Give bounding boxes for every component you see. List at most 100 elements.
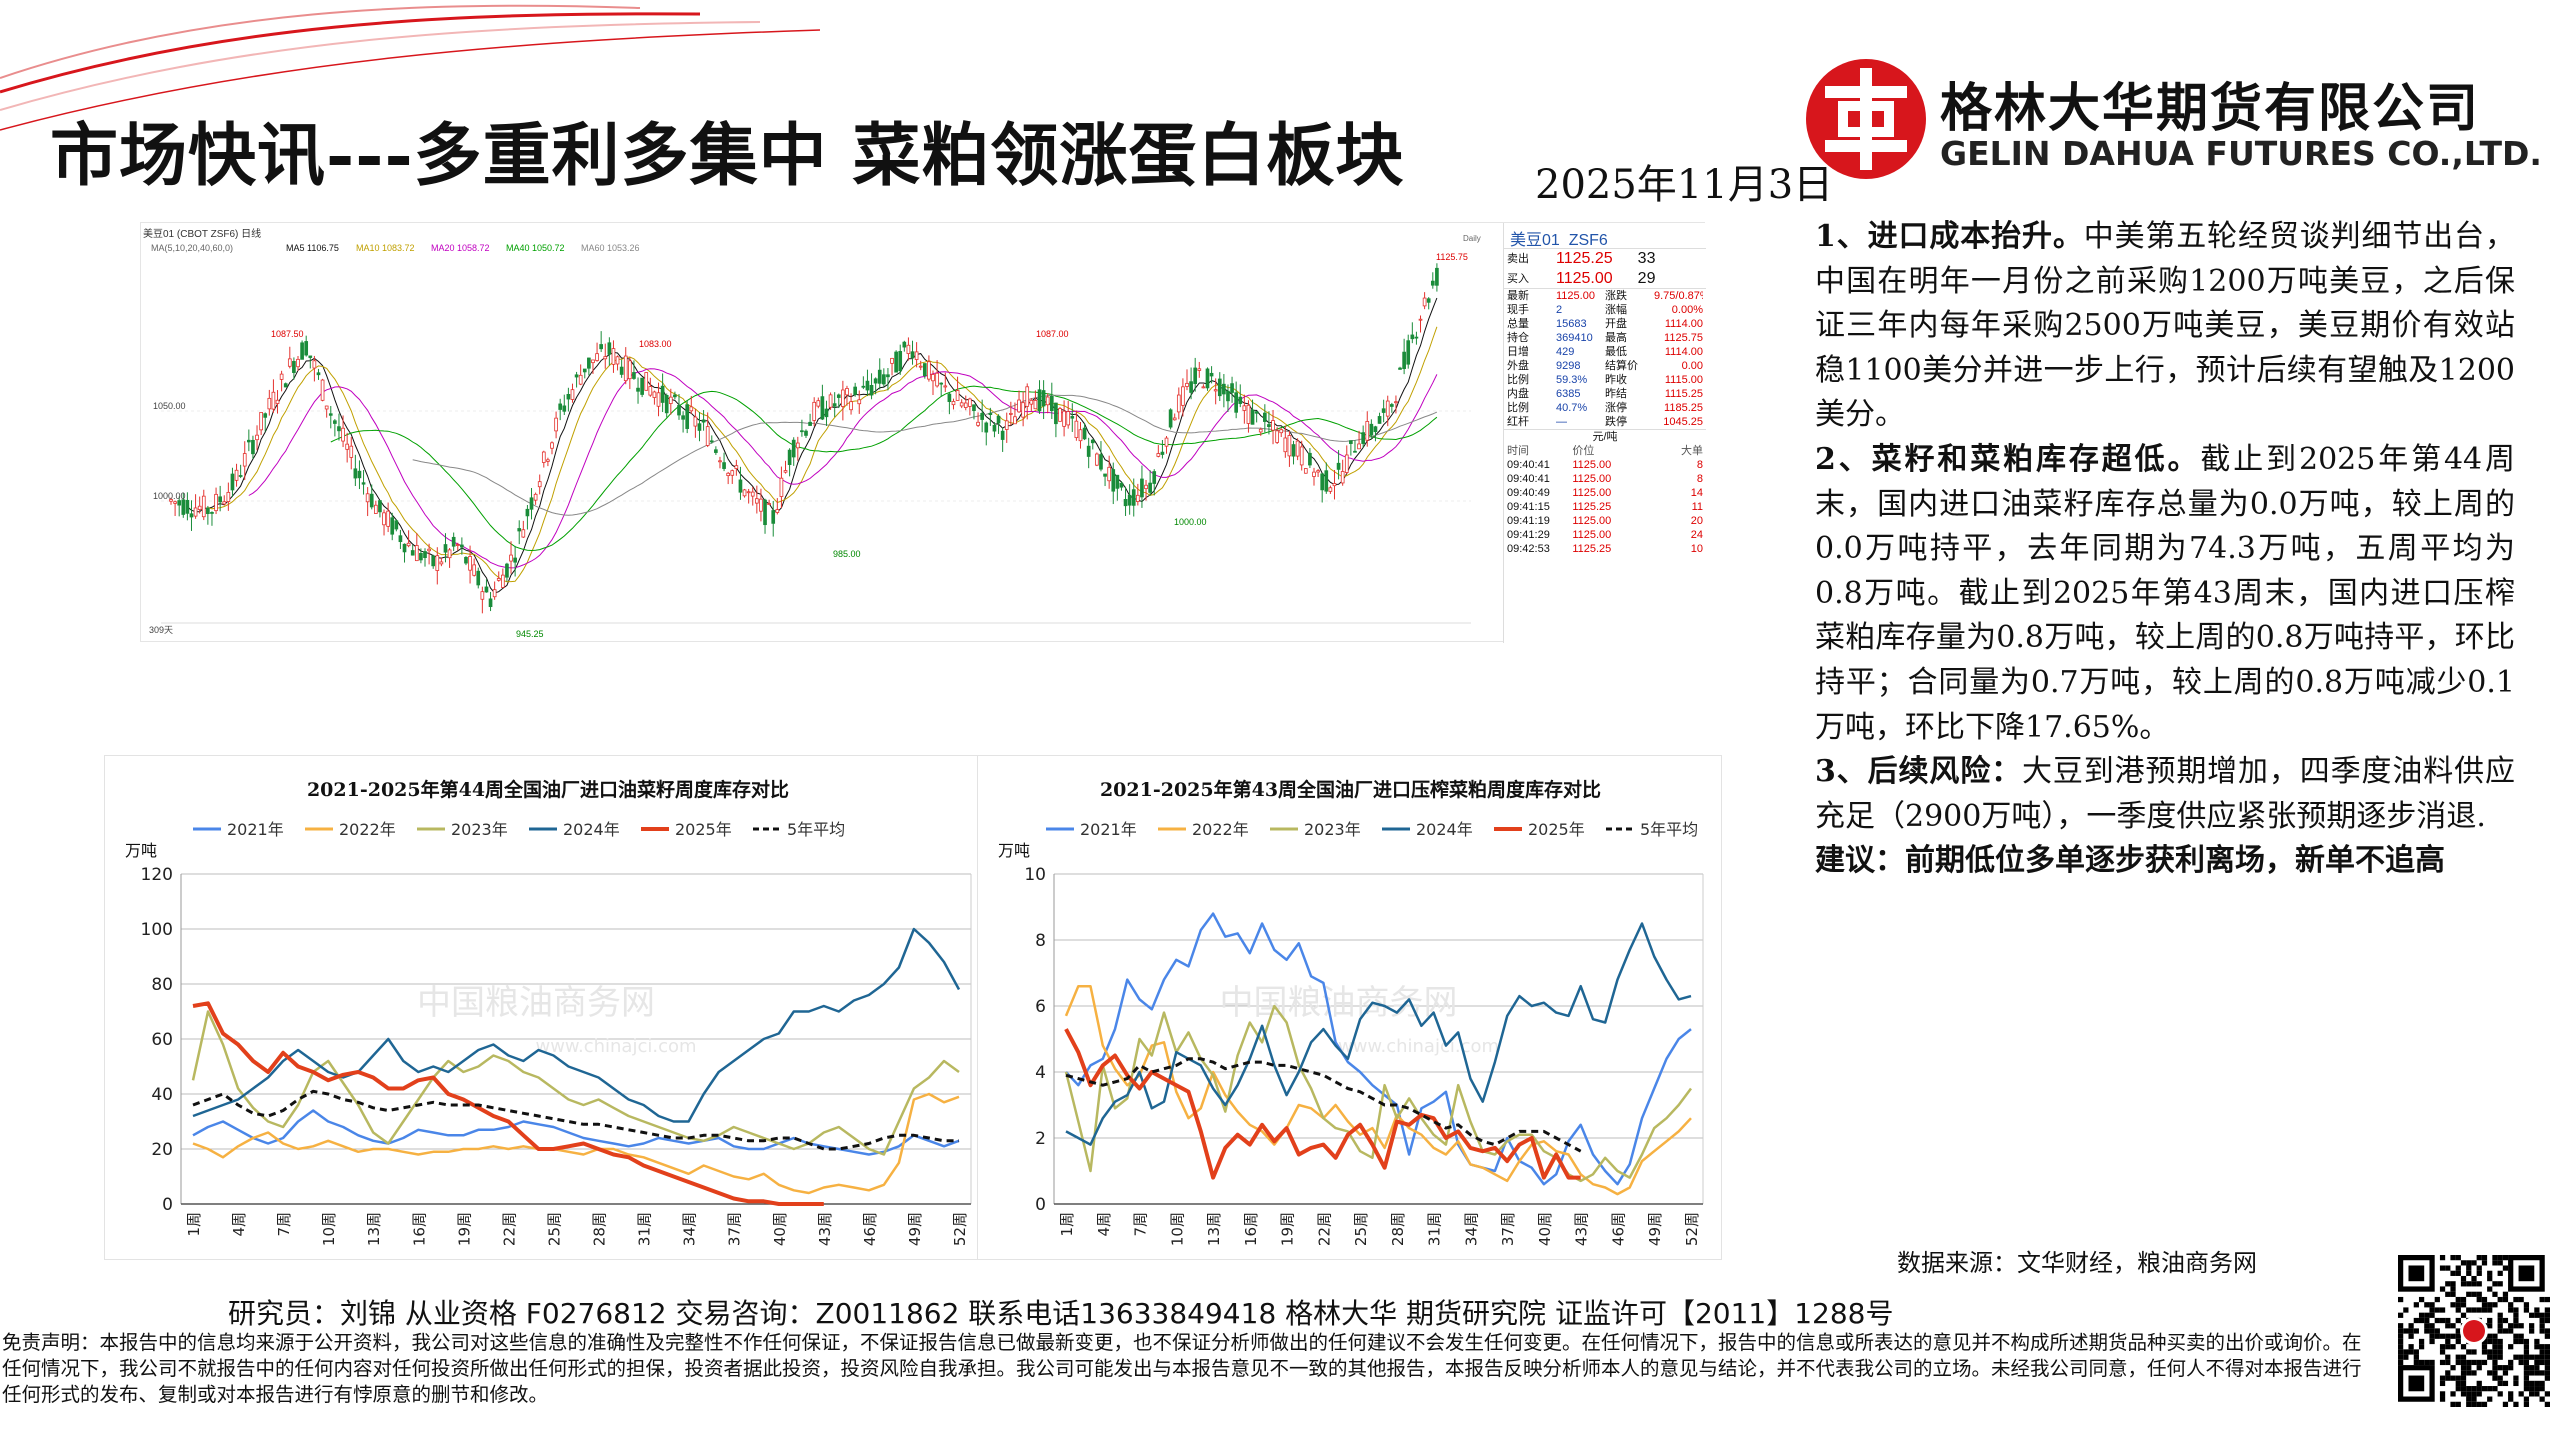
svg-text:2025年: 2025年 <box>675 820 732 839</box>
legend-item: 2021年 <box>1046 820 1137 839</box>
quote-stat-cell: 1115.25 <box>1664 388 1703 400</box>
kline-ma20: MA20 1058.72 <box>431 243 490 253</box>
y-tick: 10 <box>1024 865 1046 885</box>
x-tick: 25周 <box>1352 1212 1370 1246</box>
series-line <box>192 1089 959 1151</box>
header-swoosh-decoration <box>0 4 821 131</box>
y-tick: 0 <box>162 1195 173 1215</box>
y-tick: 6 <box>1035 997 1046 1017</box>
data-source: 数据来源：文华财经，粮油商务网 <box>1897 1249 2257 1277</box>
quote-stat-cell: 昨结 <box>1605 388 1627 400</box>
quote-stat-cell: 结算价 <box>1605 360 1638 372</box>
svg-text:2024年: 2024年 <box>563 820 620 839</box>
analysis-point-3-head: 3、后续风险： <box>1815 754 2022 790</box>
analysis-text: 1、进口成本抬升。中美第五轮经贸谈判细节出台，中国在明年一月份之前采购1200万… <box>1815 215 2515 884</box>
page-title: 市场快讯---多重利多集中 菜粕领涨蛋白板块 <box>50 116 1405 196</box>
x-tick: 22周 <box>500 1212 518 1246</box>
quote-stat-cell: 429 <box>1556 346 1575 358</box>
soybean-kline-chart: 美豆01 (CBOT ZSF6) 日线 MA(5,10,20,40,60,0) … <box>140 222 1706 643</box>
x-tick: 1周 <box>185 1212 203 1237</box>
quote-stat-row: 比例 59.3% 昨收 1115.00 <box>1504 373 1706 387</box>
legend-item: 2025年 <box>641 820 732 839</box>
kline-annotation-1087: 1087.00 <box>1036 329 1069 339</box>
quote-stat-cell: 最低 <box>1605 346 1627 358</box>
legend-item: 2024年 <box>529 820 620 839</box>
x-tick: 22周 <box>1315 1212 1333 1246</box>
tick-cell: 09:41:19 <box>1507 515 1550 527</box>
x-tick: 7周 <box>275 1212 293 1237</box>
quote-stat-row: 比例 40.7% 涨停 1185.25 <box>1504 401 1706 415</box>
quote-stat-row: 红杆 — 跌停 1045.25 <box>1504 415 1706 429</box>
y-tick: 60 <box>151 1030 173 1050</box>
tick-list: 09:40:41 1125.00 8 09:40:41 1125.00 8 09:40:49… <box>1504 458 1706 556</box>
y-tick: 100 <box>141 920 173 940</box>
y-tick: 4 <box>1035 1063 1046 1083</box>
quote-sell-qty: 33 <box>1637 250 1656 267</box>
analysis-point-3: 3、后续风险：大豆到港预期增加，四季度油料供应充足（2900万吨），一季度供应紧… <box>1815 750 2515 839</box>
watermark-url: www.chinajci.com <box>535 1036 696 1057</box>
tick-cell: 1125.00 <box>1572 459 1612 471</box>
rapeseed-inventory-canvas: 2021-2025年第44周全国油厂进口油菜籽周度库存对比 2021年 2022年 2… <box>125 778 972 1246</box>
quote-stat-cell: 外盘 <box>1507 360 1529 372</box>
svg-text:2021年: 2021年 <box>227 820 284 839</box>
x-tick: 4周 <box>230 1212 248 1237</box>
series-line <box>191 1010 960 1156</box>
y-tick: 120 <box>141 865 173 885</box>
quote-stat-cell: 涨跌 <box>1605 290 1627 302</box>
tick-cell: 1125.25 <box>1572 543 1612 555</box>
series-line <box>192 1001 824 1206</box>
quote-name: 美豆01 <box>1510 232 1560 249</box>
quote-stat-cell: 1115.00 <box>1664 374 1703 386</box>
quote-header: 美豆01 ZSF6 <box>1504 223 1706 249</box>
quote-stat-cell: — <box>1556 416 1567 428</box>
researcher-info: 研究员：刘锦 从业资格 F0276812 交易咨询：Z0011862 联系电话1… <box>228 1297 1894 1330</box>
quote-stat-cell: 涨停 <box>1605 402 1627 414</box>
quote-stat-cell: 涨幅 <box>1605 304 1627 316</box>
x-tick: 19周 <box>455 1212 473 1246</box>
series-line <box>1064 1004 1693 1183</box>
analysis-point-1-body: 中美第五轮经贸谈判细节出台，中国在明年一月份之前采购1200万吨美豆，之后保证三… <box>1815 219 2516 433</box>
disclaimer: 免责声明：本报告中的信息均来源于公开资料，我公司对这些信息的准确性及完整性不作任… <box>2 1331 2362 1406</box>
kline-ma5: MA5 1106.75 <box>286 243 339 253</box>
quote-stat-cell: 跌停 <box>1605 416 1627 428</box>
x-tick: 13周 <box>365 1212 383 1246</box>
series-line <box>192 927 961 1123</box>
x-tick: 31周 <box>636 1212 654 1246</box>
series-line <box>1065 1057 1582 1153</box>
kline-ma10: MA10 1083.72 <box>356 243 415 253</box>
kline-canvas: 美豆01 (CBOT ZSF6) 日线 MA(5,10,20,40,60,0) … <box>143 227 1481 639</box>
quote-stat-cell: 总量 <box>1507 318 1529 330</box>
kline-annotation-1083: 1083.00 <box>639 339 672 349</box>
watermark-url: www.chinajci.com <box>1338 1036 1499 1057</box>
legend-item: 5年平均 <box>753 820 845 839</box>
quote-stat-cell: 开盘 <box>1605 318 1627 330</box>
svg-text:2025年: 2025年 <box>1528 820 1585 839</box>
quote-sell-row: 卖出 1125.25 33 <box>1504 249 1706 269</box>
quote-stat-cell: 9298 <box>1556 360 1581 372</box>
quote-stat-cell: 比例 <box>1507 402 1529 414</box>
series-line <box>1065 912 1692 1186</box>
x-tick: 31周 <box>1426 1212 1444 1246</box>
x-tick: 28周 <box>1389 1212 1407 1246</box>
tick-cell: 09:40:41 <box>1507 459 1550 471</box>
tick-cell: 09:41:29 <box>1507 529 1550 541</box>
analysis-point-1: 1、进口成本抬升。中美第五轮经贸谈判细节出台，中国在明年一月份之前采购1200万… <box>1815 215 2515 438</box>
quote-stat-cell: 1114.00 <box>1664 346 1703 358</box>
tick-cell: 8 <box>1696 473 1703 485</box>
quote-buy-row: 买入 1125.00 29 <box>1504 269 1706 289</box>
tick-row: 09:40:49 1125.00 14 <box>1504 486 1706 500</box>
tick-header-price: 价位 <box>1572 445 1595 457</box>
x-tick: 10周 <box>1168 1212 1186 1246</box>
legend-item: 2024年 <box>1382 820 1473 839</box>
x-tick: 49周 <box>1646 1212 1664 1246</box>
y-tick: 40 <box>151 1085 173 1105</box>
kline-ytick-1000: 1000.00 <box>153 491 186 501</box>
y-tick: 80 <box>151 975 173 995</box>
svg-text:2022年: 2022年 <box>339 820 396 839</box>
y-tick: 2 <box>1035 1129 1046 1149</box>
quote-stat-cell: 现手 <box>1507 304 1529 316</box>
analysis-point-2-body: 截止到2025年第44周末，国内进口油菜籽库存总量为0.0万吨，较上周的0.0万… <box>1815 441 2515 745</box>
tick-cell: 8 <box>1696 459 1703 471</box>
x-tick: 46周 <box>861 1212 879 1246</box>
quote-stat-row: 现手 2 涨幅 0.00% <box>1504 303 1706 317</box>
